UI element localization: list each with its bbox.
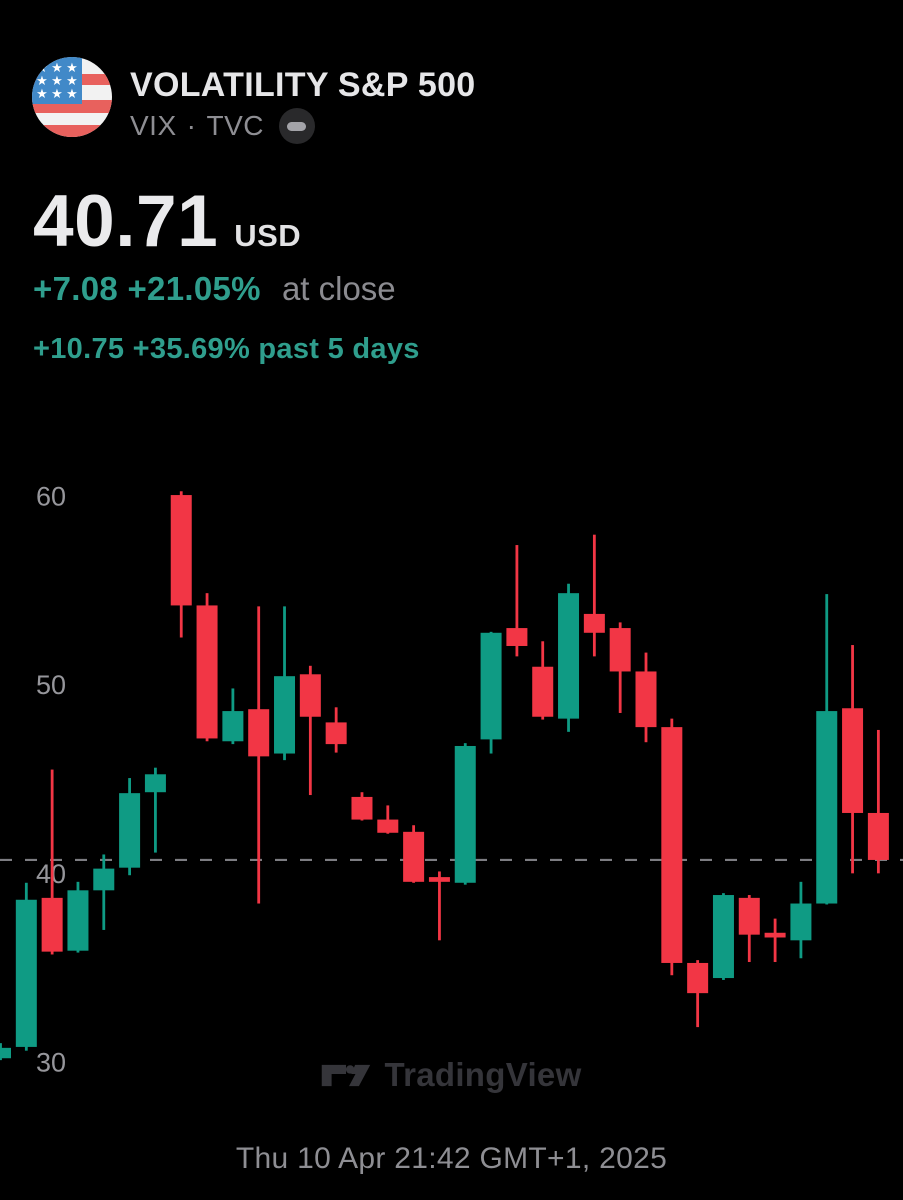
candle-body-down (609, 628, 631, 672)
candle-body-down (635, 671, 657, 728)
timestamp-label: Thu 10 Apr 21:42 GMT+1, 2025 (235, 1142, 668, 1175)
candle-body-down (738, 897, 760, 935)
candle-body-down (583, 613, 605, 633)
candle-wick (308, 665, 312, 796)
candle-body-down (842, 708, 864, 813)
candle-body-down (532, 666, 554, 717)
svg-text:★: ★ (51, 87, 63, 102)
candle-wick (438, 871, 441, 941)
daily-change-row: +7.08 +21.05% at close (33, 268, 396, 310)
y-axis-tick-label: 30 (36, 1048, 66, 1078)
y-axis-tick-label: 60 (36, 482, 66, 512)
period-change: +10.75 +35.69% past 5 days (33, 333, 420, 365)
minus-dash (287, 121, 307, 131)
minus-badge-icon[interactable] (278, 108, 315, 144)
svg-text:★: ★ (66, 61, 78, 76)
candle-body-up (222, 711, 244, 742)
candle-body-up (790, 903, 812, 941)
currency-label: USD (234, 218, 302, 253)
last-price: 40.71 (33, 181, 219, 262)
daily-change: +7.08 +21.05% (33, 270, 261, 307)
y-axis-tick-label: 50 (36, 670, 66, 700)
svg-text:★: ★ (51, 74, 63, 89)
candle-body-down (299, 674, 321, 717)
candle-body-up (712, 895, 734, 979)
candle-body-up (274, 676, 296, 754)
candle-body-down (377, 819, 399, 833)
candle-body-up (144, 774, 166, 793)
candle-body-down (351, 796, 373, 820)
candle-body-down (325, 722, 347, 745)
candle-wick (773, 918, 777, 963)
candle-wick (154, 767, 157, 853)
candle-body-up (816, 711, 838, 904)
separator-dot: · (186, 110, 197, 141)
exchange-code: TVC (206, 110, 264, 141)
candle-wick (876, 729, 880, 874)
candle-wick (592, 534, 596, 657)
us-flag-icon: ★ ★ ★ ★ ★ ★ ★ ★ ★ (32, 57, 112, 137)
candle-body-up (119, 793, 141, 868)
instrument-title: VOLATILITY S&P 500 (130, 66, 476, 104)
quote-block: 40.71 USD (33, 184, 301, 260)
candle-body-down (196, 605, 218, 739)
candle-body-up (0, 1047, 11, 1059)
svg-text:★: ★ (51, 61, 63, 76)
candle-body-up (67, 890, 89, 951)
candle-body-down (764, 932, 786, 938)
candle-body-down (661, 727, 683, 963)
candle-wick (50, 769, 54, 955)
watermark-label: TradingView (384, 1056, 582, 1093)
candle-body-up (15, 899, 37, 1047)
candle-body-up (93, 868, 115, 891)
candle-wick (696, 960, 700, 1028)
candle-body-down (170, 495, 192, 606)
svg-text:★: ★ (66, 74, 78, 89)
instrument-header: ★ ★ ★ ★ ★ ★ ★ ★ ★ VOLATILITY S&P 500 VIX · TVC (32, 57, 476, 144)
candle-body-down (867, 812, 889, 860)
candle-wick (515, 545, 519, 657)
candle-body-down (403, 831, 425, 882)
candle-body-up (454, 745, 476, 883)
candle-wick (102, 854, 106, 930)
tradingview-watermark: TradingView (0, 1056, 903, 1094)
svg-text:★: ★ (36, 87, 48, 102)
change-note: at close (281, 270, 396, 307)
instrument-subtitle: VIX · TVC (130, 110, 264, 142)
candle-body-up (558, 593, 580, 719)
svg-text:★: ★ (36, 74, 48, 89)
candle-body-down (687, 962, 709, 994)
candle-body-down (428, 877, 450, 882)
symbol-code: VIX (130, 110, 177, 141)
svg-text:★: ★ (66, 87, 78, 102)
candle-body-up (480, 632, 502, 740)
candle-body-down (506, 628, 528, 646)
candle-body-down (248, 709, 270, 757)
tradingview-logo-icon (322, 1064, 371, 1086)
candle-body-down (41, 897, 63, 952)
